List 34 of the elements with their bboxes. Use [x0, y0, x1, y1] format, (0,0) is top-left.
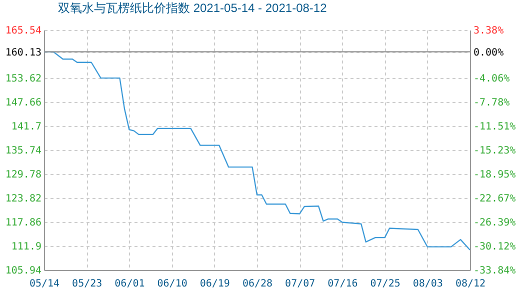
x-tick-label: 05/14: [29, 278, 60, 290]
x-tick-label: 07/16: [328, 278, 358, 290]
y2-tick-label: -7.78%: [474, 97, 510, 108]
y-tick-label: 117.86: [5, 218, 42, 228]
y2-tick-label: -33.84%: [474, 266, 516, 276]
y-tick-label: 135.74: [5, 146, 42, 156]
x-tick-label: 05/23: [72, 278, 102, 290]
y-tick-label: 105.94: [5, 266, 42, 276]
y2-tick-label: -22.67%: [474, 193, 516, 204]
x-tick-label: 06/19: [200, 278, 230, 290]
x-tick-label: 07/25: [370, 278, 400, 290]
y2-tick-label: 0.00%: [474, 47, 504, 58]
y-tick-label: 123.82: [5, 194, 42, 204]
y2-tick-label: -18.95%: [474, 169, 516, 180]
x-tick-label: 06/28: [242, 278, 273, 290]
y-tick-label: 141.7: [11, 122, 42, 132]
y2-tick-label: -15.23%: [474, 146, 516, 156]
y-tick-label: 153.62: [5, 74, 42, 84]
x-tick-label: 08/03: [412, 278, 443, 290]
y-tick-label: 147.66: [5, 98, 42, 108]
y-tick-label: 165.54: [5, 26, 42, 36]
y-tick-label: 129.78: [5, 170, 42, 180]
x-tick-label: 06/10: [157, 278, 188, 290]
x-tick-label: 06/01: [114, 278, 145, 290]
y2-tick-label: 3.38%: [474, 26, 504, 36]
y-tick-label: 111.9: [11, 242, 42, 252]
y2-tick-label: -26.39%: [474, 217, 516, 228]
y2-tick-label: -30.12%: [474, 242, 516, 253]
y-tick-label: 160.13: [5, 47, 42, 58]
y2-tick-label: -11.51%: [474, 122, 516, 133]
chart-title: 双氧水与瓦楞纸比价指数 2021-05-14 - 2021-08-12: [58, 1, 328, 15]
x-tick-label: 08/12: [455, 278, 486, 290]
y2-tick-label: -4.06%: [474, 73, 510, 84]
x-tick-label: 07/07: [285, 278, 316, 290]
